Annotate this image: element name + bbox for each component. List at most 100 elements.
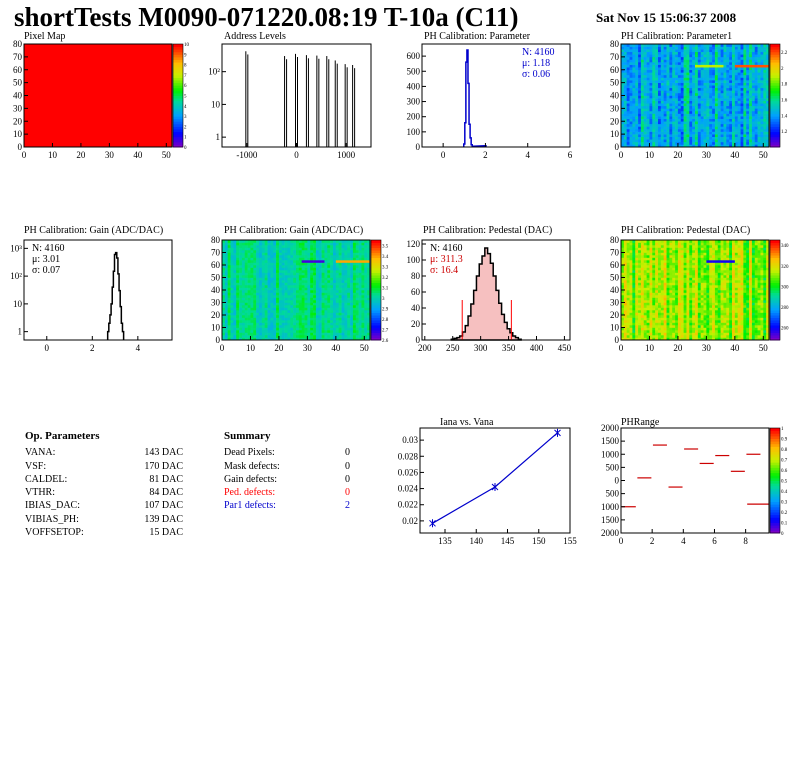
heatmap-cell [652,327,656,331]
heatmap-cell [751,77,756,81]
heatmap-cell [623,297,627,301]
x-tick-label: 10 [246,343,256,353]
heatmap-cell [720,126,724,130]
heatmap-cell [250,295,254,298]
heatmap-cell [700,108,704,112]
heatmap-cell [632,332,636,336]
heatmap-cell [236,245,240,248]
heatmap-cell [640,85,645,89]
heatmap-cell [233,267,237,271]
heatmap-cell [364,242,368,246]
heatmap-cell [697,64,701,68]
heatmap-cell [683,77,687,81]
heatmap-cell [734,54,738,58]
heatmap-cell [655,46,659,50]
colorbar-cell [371,277,381,281]
heatmap-cell [621,325,625,328]
heatmap-cell [751,44,756,47]
heatmap-cell [236,300,240,303]
heatmap-cell [629,290,633,293]
heatmap-cell [672,74,676,78]
heatmap-cell [723,95,727,99]
heatmap-cell [669,108,673,112]
heatmap-cell [734,100,738,104]
heatmap-cell [236,270,240,273]
heatmap-cell [623,330,627,333]
heatmap-cell [643,312,647,316]
heatmap-cell [689,64,693,68]
heatmap-cell [703,92,707,96]
heatmap-cell [284,332,288,336]
heatmap-cell [259,290,263,293]
heatmap-cell [321,260,325,263]
heatmap-cell [629,49,633,53]
heatmap-cell [652,118,656,122]
y-tick-label: 10 [13,129,23,139]
heatmap-cell [643,121,647,125]
heatmap-cell [689,121,693,125]
heatmap-cell [763,103,767,107]
colorbar-cell [173,141,183,145]
heatmap-cell [621,46,625,50]
heatmap-cell [338,305,342,308]
heatmap-cell [626,325,630,328]
heatmap-cell [626,108,630,112]
heatmap-cell [364,250,368,253]
heatmap-cell [327,272,331,276]
heatmap-cell [222,302,226,306]
heatmap-cell [367,315,371,318]
heatmap-cell [692,123,696,127]
heatmap-cell [281,290,285,293]
y-tick-label: 0 [18,142,23,152]
heatmap-cell [281,300,285,303]
heatmap-cell [341,302,345,306]
heatmap-cell [632,270,636,273]
heatmap-cell [649,327,653,331]
heatmap-cell [287,290,291,293]
heatmap-cell [310,322,314,326]
heatmap-cell [640,100,645,104]
heatmap-cell [652,275,656,278]
heatmap-cell [241,310,246,313]
heatmap-cell [621,141,625,145]
heatmap-cell [689,131,693,135]
heatmap-cell [330,322,334,326]
heatmap-cell [270,295,274,298]
heatmap-cell [347,282,351,286]
heatmap-cell [649,54,653,58]
heatmap-cell [310,240,314,243]
y-tick-label: 60 [211,260,221,270]
heatmap-cell [298,260,302,263]
heatmap-cell [367,252,371,256]
heatmap-cell [638,335,642,338]
heatmap-cell [672,126,676,130]
heatmap-cell [746,108,750,112]
heatmap-cell [233,290,237,293]
heatmap-cell [364,290,368,293]
heatmap-cell [333,327,337,331]
heatmap-cell [638,312,642,316]
heatmap-cell [720,59,724,63]
heatmap-cell [307,257,311,261]
heatmap-cell [361,310,365,313]
heatmap-cell [720,116,724,119]
heatmap-cell [632,250,636,253]
heatmap-cell [632,72,636,76]
heatmap-cell [318,260,322,263]
heatmap-cell [686,110,690,114]
heatmap-cell [626,74,630,78]
heatmap-cell [683,103,687,107]
heatmap-cell [714,82,719,86]
heatmap-cell [330,297,334,301]
heatmap-cell [626,90,630,94]
heatmap-cell [655,144,659,148]
heatmap-cell [241,302,246,306]
heatmap-cell [287,330,291,333]
heatmap-cell [222,247,226,251]
heatmap-cell [330,285,334,288]
heatmap-cell [680,95,684,99]
heatmap-cell [763,77,767,81]
heatmap-cell [239,305,243,308]
heatmap-cell [658,123,662,127]
heatmap-cell [623,317,627,321]
